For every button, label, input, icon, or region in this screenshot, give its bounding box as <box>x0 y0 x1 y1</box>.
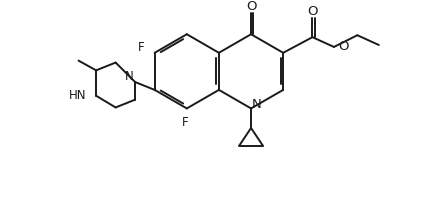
Text: N: N <box>252 98 262 111</box>
Text: F: F <box>181 116 188 129</box>
Text: O: O <box>246 0 256 13</box>
Text: F: F <box>138 41 144 54</box>
Text: HN: HN <box>69 89 86 102</box>
Text: O: O <box>307 5 318 18</box>
Text: N: N <box>125 70 134 83</box>
Text: O: O <box>338 40 349 53</box>
